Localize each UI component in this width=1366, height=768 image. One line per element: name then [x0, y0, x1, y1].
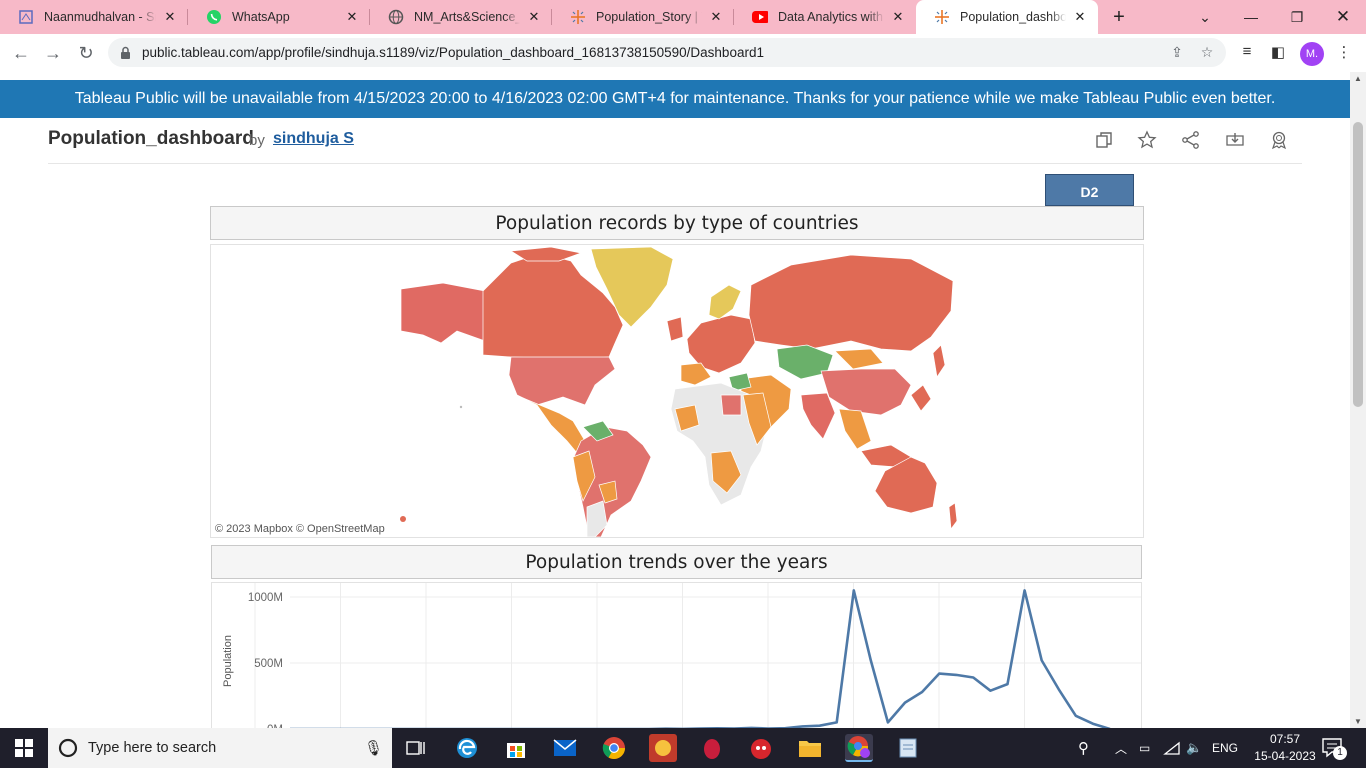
notification-count-badge: 1	[1333, 746, 1347, 760]
wifi-icon[interactable]	[1163, 728, 1181, 768]
show-hidden-icons-chevron[interactable]: ︿	[1115, 741, 1128, 756]
restore-button[interactable]: ❐	[1290, 8, 1304, 25]
new-tab-button[interactable]: +	[1113, 6, 1125, 28]
notepad-app-icon[interactable]	[894, 734, 922, 762]
more-menu-icon[interactable]: ⋮	[1336, 44, 1352, 61]
favorite-star-icon[interactable]	[1137, 130, 1159, 152]
microphone-icon[interactable]: 🎙	[364, 740, 384, 757]
tab-title: NM_Arts&Science_Pro	[414, 10, 520, 24]
y-axis-label: Population	[222, 635, 234, 687]
viz-title: Population_dashboard	[48, 128, 254, 149]
battery-icon[interactable]: ▭	[1139, 741, 1151, 755]
clock-date: 15-04-2023	[1254, 749, 1316, 763]
language-indicator[interactable]: ENG	[1212, 741, 1239, 755]
speaker-icon[interactable]: 🔈	[1186, 740, 1203, 755]
tab-data-analytics-youtube[interactable]: Data Analytics with Tableau ✕	[734, 0, 916, 34]
world-map[interactable]: © 2023 Mapbox © OpenStreetMap	[210, 244, 1144, 538]
y-tick-label: 1000M	[248, 592, 283, 604]
maintenance-banner: Tableau Public will be unavailable from …	[0, 80, 1350, 118]
red-egg-app-icon[interactable]	[698, 734, 726, 762]
reload-button[interactable]: ↻	[78, 42, 94, 63]
close-tab-icon[interactable]: ✕	[892, 9, 904, 24]
copy-icon[interactable]	[1094, 130, 1116, 152]
close-window-button[interactable]: ✕	[1335, 7, 1351, 26]
map-attribution: © 2023 Mapbox © OpenStreetMap	[215, 523, 385, 535]
document-favicon-icon	[18, 9, 34, 25]
scrollbar-thumb[interactable]	[1353, 122, 1363, 407]
viz-header: Population_dashboard by sindhuja S	[48, 128, 1302, 164]
badge-award-icon[interactable]	[1269, 130, 1291, 152]
globe-icon	[388, 9, 404, 25]
clock[interactable]: 07:57 15-04-2023	[1252, 731, 1318, 765]
trend-chart-svg: 1000M 500M 0M Population	[222, 583, 1141, 728]
edge-browser-icon[interactable]	[453, 734, 481, 762]
by-label: by	[249, 132, 265, 149]
lock-icon	[120, 46, 131, 64]
author-link[interactable]: sindhuja S	[273, 130, 354, 147]
dashboard-tab-d2[interactable]: D2	[1045, 174, 1134, 206]
download-icon[interactable]	[1225, 130, 1247, 152]
clock-time: 07:57	[1269, 732, 1301, 746]
task-view-icon[interactable]	[402, 734, 430, 762]
back-button[interactable]: ←	[12, 42, 30, 63]
scroll-up-icon[interactable]: ▲	[1354, 74, 1362, 83]
minimize-button[interactable]: —	[1244, 9, 1258, 25]
trend-panel-title: Population trends over the years	[211, 545, 1142, 579]
forward-button[interactable]: →	[44, 42, 62, 63]
address-bar[interactable]: public.tableau.com/app/profile/sindhuja.…	[108, 38, 1226, 67]
browser-tab-strip: Naanmudhalvan - Smart ✕ WhatsApp ✕ NM_Ar…	[0, 0, 1366, 34]
people-icon[interactable]: ⚲	[1078, 740, 1089, 757]
close-tab-icon[interactable]: ✕	[164, 9, 176, 24]
search-placeholder: Type here to search	[88, 740, 217, 756]
tab-naanmudhalvan[interactable]: Naanmudhalvan - Smart ✕	[0, 0, 188, 34]
profile-avatar[interactable]: M.	[1300, 42, 1324, 66]
windows-taskbar: Type here to search 🎙 ⚲ ︿ ▭ 🔈 ENG 07:57	[0, 728, 1366, 768]
mail-icon[interactable]	[551, 734, 579, 762]
y-tick-label: 500M	[254, 658, 283, 670]
tab-nm-arts-science[interactable]: NM_Arts&Science_Pro ✕	[370, 0, 552, 34]
youtube-icon	[752, 9, 768, 25]
tab-title: WhatsApp	[232, 10, 290, 24]
tab-title: Data Analytics with Tableau	[778, 10, 884, 24]
tableau-icon	[570, 9, 586, 25]
close-tab-icon[interactable]: ✕	[346, 9, 358, 24]
tab-search-chevron-icon[interactable]: ⌄	[1199, 8, 1211, 25]
page-viewport: Tableau Public will be unavailable from …	[0, 72, 1366, 728]
page-scrollbar[interactable]: ▲ ▼	[1350, 72, 1366, 728]
tab-population-dashboard[interactable]: Population_dashboard ✕	[916, 0, 1098, 34]
media-control-icon[interactable]: ≡	[1242, 43, 1252, 60]
search-icon	[58, 738, 78, 763]
close-tab-icon[interactable]: ✕	[528, 9, 540, 24]
chrome-profile-active-icon[interactable]	[845, 734, 873, 762]
map-panel-title: Population records by type of countries	[210, 206, 1144, 240]
side-panel-icon[interactable]: ◧	[1270, 44, 1286, 61]
url-text: public.tableau.com/app/profile/sindhuja.…	[142, 45, 764, 60]
tab-title: Population_dashboard	[960, 10, 1066, 24]
taskbar-search-box[interactable]: Type here to search 🎙	[48, 728, 392, 768]
notification-center-icon[interactable]: 1	[1322, 738, 1347, 763]
chrome-icon[interactable]	[600, 734, 628, 762]
microsoft-store-icon[interactable]	[502, 734, 530, 762]
angry-birds-icon[interactable]	[747, 734, 775, 762]
tab-title: Naanmudhalvan - Smart	[44, 10, 156, 24]
tab-title: Population_Story | Tableau	[596, 10, 702, 24]
population-series-line[interactable]	[290, 589, 1111, 728]
world-map-svg	[400, 246, 958, 537]
file-explorer-icon[interactable]	[796, 734, 824, 762]
share-icon[interactable]	[1181, 130, 1203, 152]
close-tab-icon[interactable]: ✕	[710, 9, 722, 24]
tableau-icon	[934, 9, 950, 25]
whatsapp-icon	[206, 9, 222, 25]
tab-whatsapp[interactable]: WhatsApp ✕	[188, 0, 370, 34]
close-tab-icon[interactable]: ✕	[1074, 9, 1086, 24]
game-app-icon[interactable]	[649, 734, 677, 762]
scroll-down-icon[interactable]: ▼	[1354, 717, 1362, 726]
tab-population-story[interactable]: Population_Story | Tableau ✕	[552, 0, 734, 34]
population-trend-chart[interactable]: 1000M 500M 0M Population	[211, 582, 1142, 728]
bookmark-star-icon[interactable]: ☆	[1200, 44, 1214, 60]
windows-start-icon[interactable]	[0, 728, 48, 768]
address-toolbar: ← → ↻ public.tableau.com/app/profile/sin…	[0, 34, 1366, 72]
share-icon[interactable]: ⇪	[1171, 44, 1183, 60]
y-tick-label: 0M	[267, 724, 283, 728]
